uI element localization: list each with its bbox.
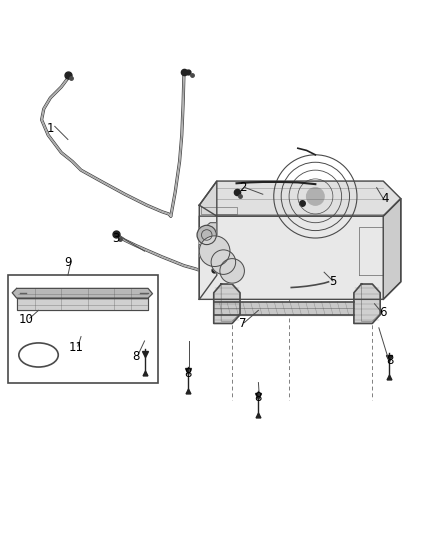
Text: 8: 8	[132, 350, 139, 363]
Text: 2: 2	[239, 181, 247, 194]
Bar	[8, 275, 158, 383]
Circle shape	[199, 236, 230, 266]
Polygon shape	[214, 284, 240, 324]
Polygon shape	[17, 298, 148, 310]
Text: 6: 6	[379, 306, 387, 319]
Text: 5: 5	[329, 276, 336, 288]
Polygon shape	[199, 199, 401, 300]
Text: 7: 7	[239, 317, 247, 330]
Text: 4: 4	[381, 192, 389, 205]
Polygon shape	[354, 284, 380, 324]
Text: 10: 10	[19, 312, 34, 326]
Text: 8: 8	[185, 367, 192, 381]
Circle shape	[220, 259, 244, 283]
Polygon shape	[199, 181, 217, 300]
Text: 9: 9	[64, 256, 72, 269]
Circle shape	[211, 250, 236, 274]
Circle shape	[307, 188, 324, 205]
Text: 1: 1	[46, 122, 54, 135]
Text: 3: 3	[113, 231, 120, 245]
Polygon shape	[199, 223, 217, 249]
Polygon shape	[199, 181, 401, 216]
Circle shape	[197, 225, 216, 245]
Ellipse shape	[19, 343, 58, 367]
Text: 8: 8	[255, 391, 262, 405]
Text: 8: 8	[386, 354, 393, 367]
Polygon shape	[214, 302, 354, 314]
Polygon shape	[12, 288, 152, 298]
Text: 11: 11	[69, 341, 84, 354]
Polygon shape	[383, 199, 401, 300]
